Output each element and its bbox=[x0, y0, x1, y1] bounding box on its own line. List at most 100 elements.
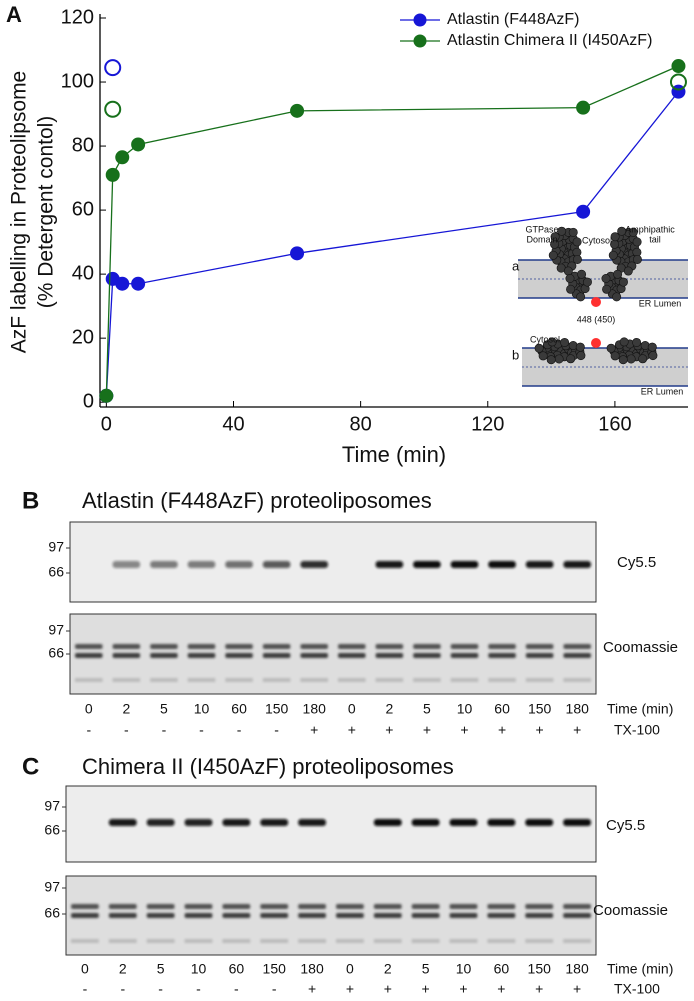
lane-time: 180 bbox=[300, 961, 324, 977]
gel-band bbox=[411, 939, 440, 943]
marker bbox=[105, 167, 120, 182]
open-marker bbox=[104, 100, 122, 118]
inset-bead bbox=[565, 274, 575, 284]
open-marker bbox=[104, 59, 122, 77]
lane-time: 5 bbox=[423, 701, 431, 717]
lane-detergent: + bbox=[348, 722, 356, 738]
inset-bead bbox=[575, 342, 585, 352]
gel-band bbox=[262, 678, 291, 682]
gel-band bbox=[375, 561, 404, 568]
lane-time: 60 bbox=[494, 961, 510, 977]
x-tick-label: 0 bbox=[101, 413, 112, 435]
lane-detergent: - bbox=[272, 981, 277, 997]
gel-band bbox=[413, 561, 441, 568]
inset-bead bbox=[548, 250, 558, 260]
marker-label: 97 bbox=[44, 798, 60, 814]
x-tick-label: 40 bbox=[222, 413, 244, 435]
inset-bead bbox=[602, 284, 612, 294]
gel-band bbox=[373, 819, 402, 826]
marker-label: 97 bbox=[48, 622, 64, 638]
gel-band bbox=[336, 904, 364, 909]
row-label: Time (min) bbox=[607, 701, 673, 717]
gel-band bbox=[262, 561, 291, 568]
gel-band bbox=[146, 904, 175, 909]
gel-band bbox=[413, 653, 441, 658]
gel-band bbox=[71, 939, 99, 943]
gel-band bbox=[146, 939, 175, 943]
gel-band bbox=[260, 819, 289, 826]
gel-band bbox=[563, 904, 591, 909]
gel-band bbox=[449, 913, 478, 918]
gel-band bbox=[75, 653, 103, 658]
gel-band bbox=[225, 678, 253, 682]
gel-band bbox=[150, 644, 178, 649]
lane-detergent: - bbox=[274, 722, 279, 738]
gel-band bbox=[487, 913, 516, 918]
gel-band bbox=[488, 653, 516, 658]
gel-band bbox=[449, 819, 478, 826]
inset-bead bbox=[647, 342, 657, 352]
lane-time: 5 bbox=[160, 701, 168, 717]
gel-band bbox=[184, 904, 213, 909]
marker bbox=[99, 388, 114, 403]
legend-label: Atlastin Chimera II (I450AzF) bbox=[447, 32, 652, 49]
lane-detergent: + bbox=[459, 981, 467, 997]
lane-time: 10 bbox=[456, 961, 472, 977]
gel-band bbox=[146, 913, 175, 918]
lane-time: 5 bbox=[157, 961, 165, 977]
gel-band bbox=[525, 819, 554, 826]
aziF-site bbox=[591, 297, 601, 307]
gel-band bbox=[525, 644, 554, 649]
gel-band bbox=[563, 913, 591, 918]
gel-band bbox=[487, 939, 516, 943]
lane-detergent: + bbox=[573, 722, 581, 738]
x-tick-label: 120 bbox=[471, 413, 504, 435]
gel-band bbox=[184, 939, 213, 943]
marker bbox=[290, 103, 305, 118]
lane-detergent: + bbox=[384, 981, 392, 997]
inset-bead bbox=[538, 351, 548, 361]
lane-time: 150 bbox=[263, 961, 287, 977]
gel-band bbox=[300, 561, 328, 568]
gel-band bbox=[525, 678, 554, 682]
lane-time: 0 bbox=[346, 961, 354, 977]
gel-band bbox=[225, 644, 253, 649]
lane-detergent: + bbox=[497, 981, 505, 997]
gel-band bbox=[260, 939, 289, 943]
gel-band bbox=[449, 939, 478, 943]
lane-time: 2 bbox=[385, 701, 393, 717]
gel-band bbox=[300, 678, 328, 682]
gel-band bbox=[563, 561, 591, 568]
gel-band bbox=[298, 939, 326, 943]
inset-bead bbox=[554, 354, 564, 364]
lane-detergent: + bbox=[423, 722, 431, 738]
gel-band bbox=[373, 913, 402, 918]
inset-label: Cytosol bbox=[530, 334, 560, 344]
gel-band bbox=[338, 678, 366, 682]
x-axis-title: Time (min) bbox=[342, 442, 446, 467]
inset-bead bbox=[618, 355, 628, 365]
lane-detergent: - bbox=[124, 722, 129, 738]
gel-band bbox=[75, 644, 103, 649]
gel-band bbox=[184, 819, 213, 826]
stain-label: Coomassie bbox=[603, 639, 678, 656]
y-tick-label: 20 bbox=[72, 326, 94, 348]
gel-band bbox=[222, 904, 251, 909]
panel-title: Atlastin (F448AzF) proteoliposomes bbox=[82, 488, 432, 513]
inset-label: a bbox=[512, 258, 520, 273]
marker bbox=[115, 150, 130, 165]
marker-label: 97 bbox=[44, 879, 60, 895]
inset-bead bbox=[617, 226, 627, 236]
gel-band bbox=[150, 653, 178, 658]
gel bbox=[65, 875, 597, 956]
gel-band bbox=[108, 939, 137, 943]
row-label: Time (min) bbox=[607, 961, 673, 977]
gel-band bbox=[450, 644, 479, 649]
inset-bead bbox=[560, 337, 570, 347]
marker bbox=[576, 204, 591, 219]
gel-band bbox=[225, 561, 253, 568]
legend-label: Atlastin (F448AzF) bbox=[447, 11, 579, 28]
lane-detergent: - bbox=[234, 981, 239, 997]
lane-detergent: + bbox=[573, 981, 581, 997]
